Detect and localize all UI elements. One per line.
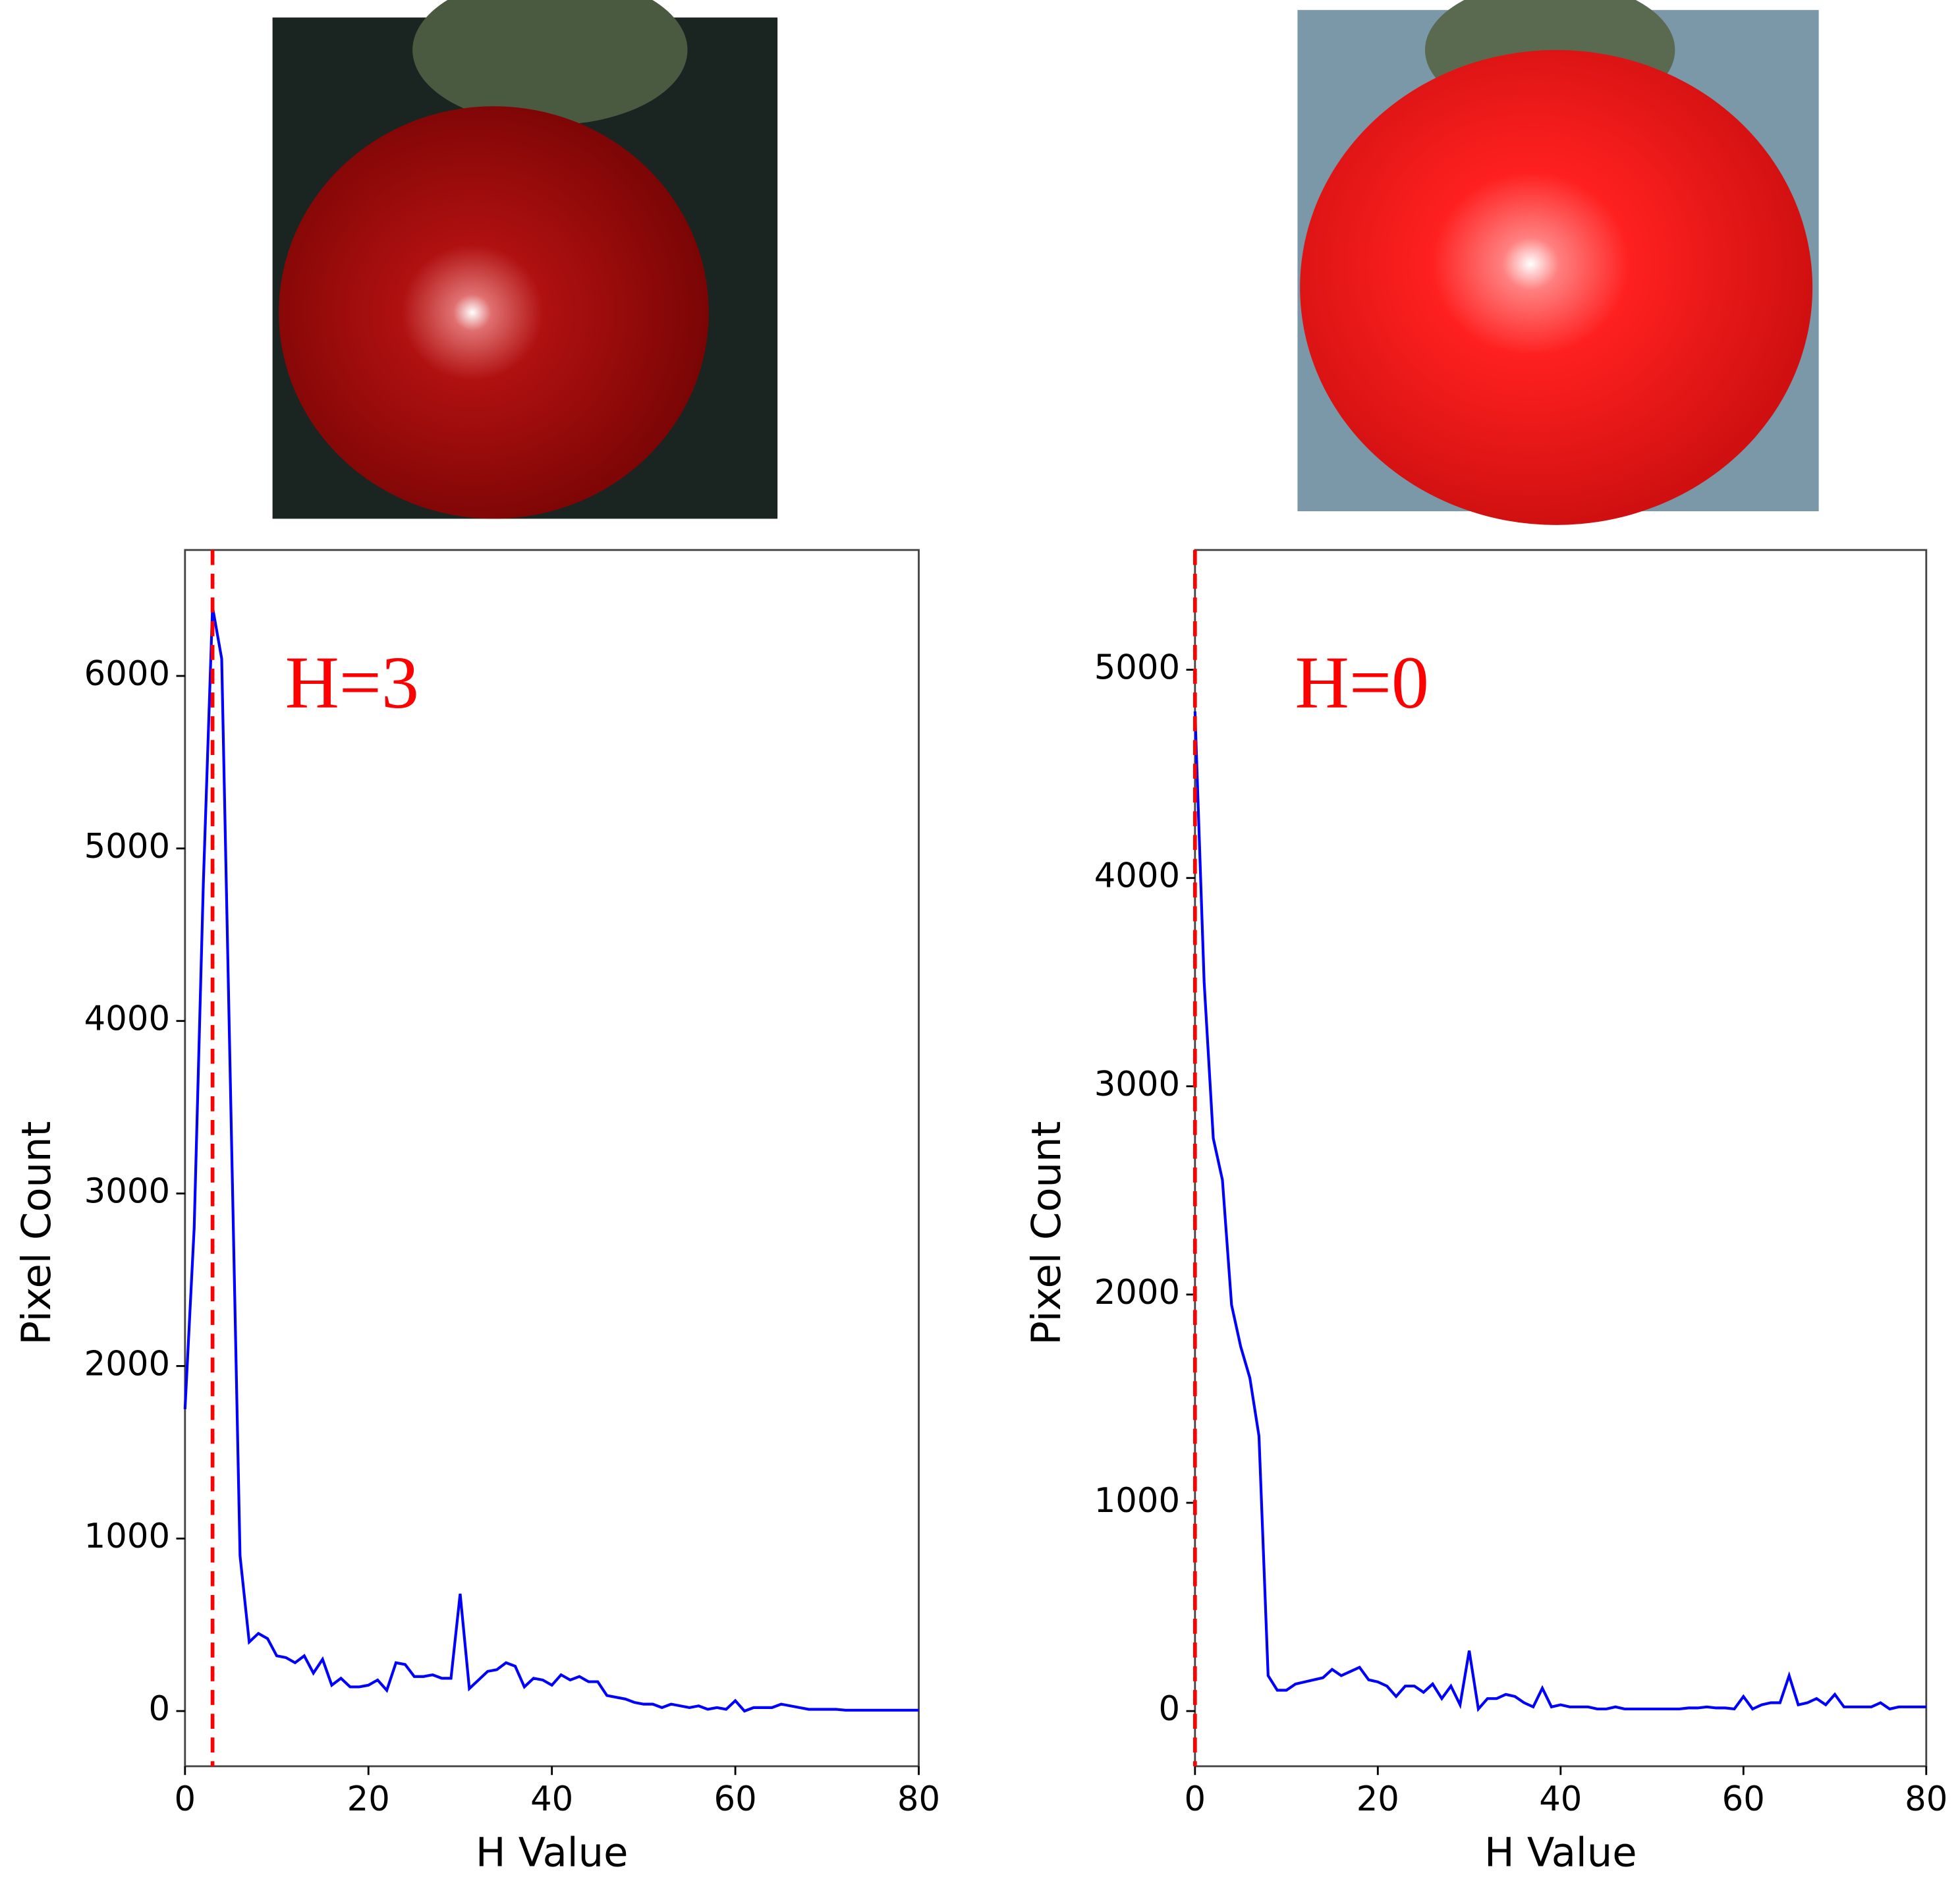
y-tick-label: 0 [148, 1689, 170, 1729]
y-axis-label: Pixel Count [1024, 1121, 1070, 1345]
y-tick-label: 1000 [1094, 1481, 1180, 1521]
annotation: H=3 [285, 641, 419, 724]
y-tick-label: 3000 [1094, 1065, 1180, 1104]
y-tick-label: 2000 [1094, 1273, 1180, 1312]
x-tick-label: 80 [1905, 1779, 1947, 1819]
y-tick-label: 5000 [1094, 648, 1180, 688]
x-tick-label: 0 [1185, 1779, 1206, 1819]
x-tick-label: 60 [1722, 1779, 1765, 1819]
plot-area [184, 549, 920, 1768]
y-tick-label: 5000 [84, 827, 170, 866]
y-tick-label: 0 [1158, 1689, 1180, 1729]
x-tick-label: 60 [714, 1779, 757, 1819]
annotation: H=0 [1295, 641, 1429, 724]
x-axis-label: H Value [1484, 1830, 1637, 1876]
photo-right [1297, 0, 1819, 525]
plot-area [1194, 549, 1928, 1768]
y-tick-label: 4000 [84, 999, 170, 1039]
x-tick-label: 0 [175, 1779, 196, 1819]
x-axis-label: H Value [476, 1830, 629, 1876]
x-tick-label: 20 [1357, 1779, 1399, 1819]
y-tick-label: 2000 [84, 1344, 170, 1384]
x-tick-label: 80 [897, 1779, 940, 1819]
y-tick-label: 6000 [84, 654, 170, 694]
data-line [183, 606, 919, 1713]
y-tick-label: 3000 [84, 1172, 170, 1212]
y-axis-label: Pixel Count [14, 1121, 60, 1345]
data-line [1193, 711, 1926, 1712]
x-tick-label: 20 [347, 1779, 390, 1819]
y-tick-label: 4000 [1094, 856, 1180, 896]
x-tick-label: 40 [530, 1779, 573, 1819]
y-tick-label: 1000 [84, 1517, 170, 1556]
photo-left [272, 0, 778, 519]
x-tick-label: 40 [1539, 1779, 1582, 1819]
